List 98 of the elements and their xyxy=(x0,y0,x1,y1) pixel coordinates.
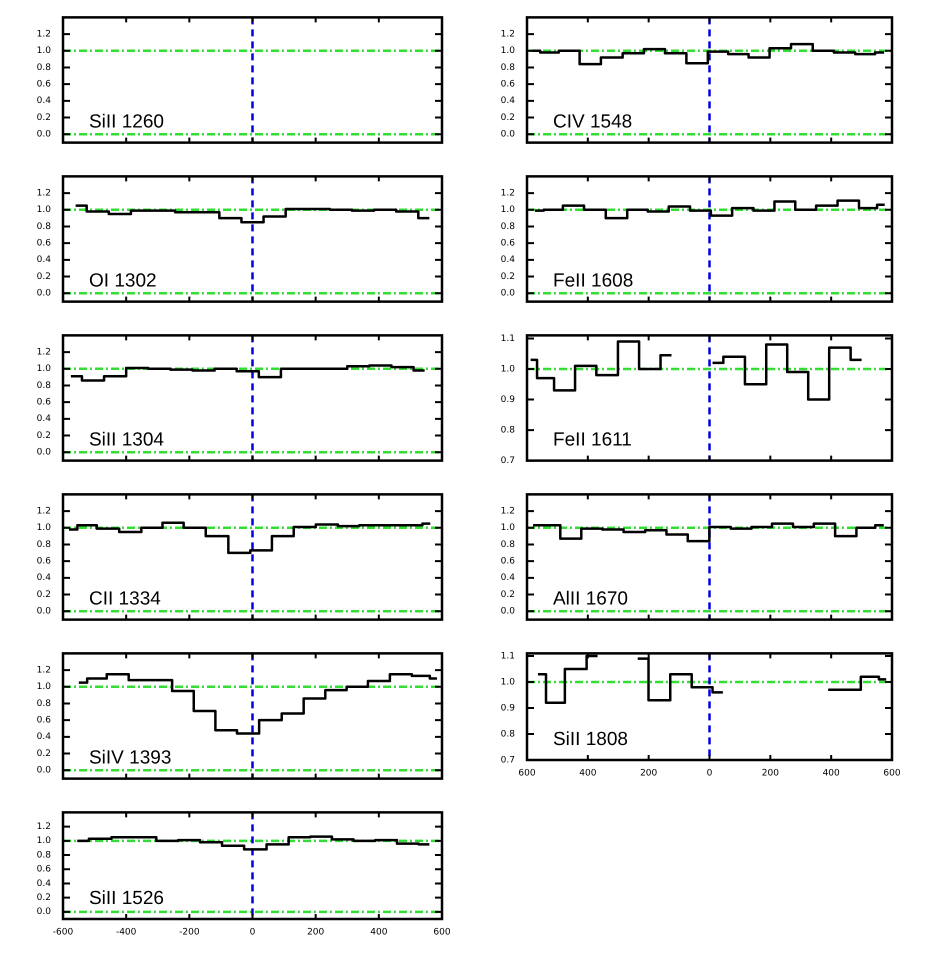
y-tick-label: 0.0 xyxy=(500,130,516,140)
y-tick-label: 0.0 xyxy=(500,288,516,299)
x-tick-label: 200 xyxy=(762,768,780,779)
annotation: SiII 1808 xyxy=(553,729,628,750)
y-tick-label: 0.2 xyxy=(36,430,51,441)
y-tick-label: 0.6 xyxy=(36,238,52,249)
y-tick-label: 0.7 xyxy=(500,456,515,466)
y-tick-label: 0.2 xyxy=(36,112,51,123)
y-tick-label: 0.0 xyxy=(36,766,52,776)
y-tick-label: 0.2 xyxy=(36,893,51,904)
annotation: FeII 1611 xyxy=(553,430,632,451)
y-tick-label: 1.2 xyxy=(36,29,51,40)
x-tick-label: 600 xyxy=(518,768,536,779)
y-tick-label: 0.4 xyxy=(36,255,52,266)
y-tick-label: 0.6 xyxy=(500,556,516,567)
y-tick-label: 0.2 xyxy=(36,272,51,282)
y-tick-label: 0.4 xyxy=(500,255,516,266)
y-tick-label: 0.2 xyxy=(500,590,515,600)
y-tick-label: 1.1 xyxy=(500,334,515,344)
y-tick-label: 0.6 xyxy=(36,398,52,408)
y-tick-label: 1.2 xyxy=(500,506,515,516)
y-tick-label: 1.0 xyxy=(36,364,52,374)
annotation: SiII 1260 xyxy=(89,112,164,133)
y-tick-label: 1.2 xyxy=(36,506,51,516)
annotation: SiIV 1393 xyxy=(89,748,172,769)
y-tick-label: 1.0 xyxy=(36,836,52,846)
annotation: SiII 1526 xyxy=(89,888,164,909)
y-tick-label: 1.0 xyxy=(500,205,516,216)
y-tick-label: 0.8 xyxy=(36,62,52,73)
y-tick-label: 1.2 xyxy=(36,822,51,832)
x-tick-label: 400 xyxy=(370,928,388,938)
y-tick-label: 0.4 xyxy=(500,573,516,584)
y-tick-label: 1.1 xyxy=(500,651,515,662)
y-tick-label: 1.0 xyxy=(36,523,52,534)
y-tick-label: 0.4 xyxy=(36,414,52,424)
y-tick-label: 0.2 xyxy=(36,748,51,759)
y-tick-label: 0.8 xyxy=(500,62,516,73)
y-tick-label: 0.6 xyxy=(36,556,52,567)
annotation: OI 1302 xyxy=(89,270,157,292)
y-tick-label: 1.0 xyxy=(500,523,516,534)
y-tick-label: 0.6 xyxy=(36,80,52,90)
y-tick-label: 0.2 xyxy=(500,112,515,123)
y-tick-label: 0.8 xyxy=(500,425,516,436)
x-tick-label: 400 xyxy=(822,768,840,779)
y-tick-label: 1.0 xyxy=(36,46,52,56)
y-tick-label: 0.0 xyxy=(36,907,52,918)
y-tick-label: 1.2 xyxy=(500,188,515,198)
y-tick-label: 1.2 xyxy=(500,29,515,40)
x-tick-label: 600 xyxy=(433,928,451,938)
annotation: SiII 1304 xyxy=(89,430,164,451)
y-tick-label: 1.0 xyxy=(500,677,516,688)
y-tick-label: 0.9 xyxy=(500,394,516,405)
x-tick-label: 200 xyxy=(307,928,325,938)
y-tick-label: 0.2 xyxy=(36,590,51,600)
y-tick-label: 0.4 xyxy=(500,96,516,106)
x-tick-label: -200 xyxy=(179,928,200,938)
x-tick-label: 600 xyxy=(883,768,901,779)
y-tick-label: 1.2 xyxy=(36,347,51,358)
y-tick-label: 0.8 xyxy=(500,540,516,550)
y-tick-label: 0.4 xyxy=(36,96,52,106)
y-tick-label: 0.6 xyxy=(36,864,52,875)
x-tick-label: 0 xyxy=(250,928,256,938)
y-tick-label: 0.0 xyxy=(36,606,52,617)
y-tick-label: 0.8 xyxy=(36,540,52,550)
y-tick-label: 1.0 xyxy=(500,364,516,374)
annotation: CII 1334 xyxy=(89,588,162,610)
y-tick-label: 0.0 xyxy=(36,448,52,458)
y-tick-label: 0.6 xyxy=(36,716,52,726)
y-tick-label: 0.6 xyxy=(500,80,516,90)
y-tick-label: 0.8 xyxy=(36,380,52,391)
annotation: FeII 1608 xyxy=(553,270,634,292)
y-tick-label: 0.8 xyxy=(36,850,52,860)
y-tick-label: 0.7 xyxy=(500,755,515,766)
y-tick-label: 0.2 xyxy=(500,272,515,282)
y-tick-label: 0.0 xyxy=(500,606,516,617)
y-tick-label: 1.0 xyxy=(36,205,52,216)
y-tick-label: 0.4 xyxy=(36,732,52,742)
y-tick-label: 1.0 xyxy=(36,682,52,692)
y-tick-label: 0.8 xyxy=(36,698,52,709)
x-tick-label: 400 xyxy=(579,768,597,779)
y-tick-label: 0.8 xyxy=(36,222,52,232)
y-tick-label: 0.4 xyxy=(36,878,52,889)
y-tick-label: 1.2 xyxy=(36,188,51,198)
annotation: CIV 1548 xyxy=(553,112,632,133)
y-tick-label: 0.8 xyxy=(500,729,516,740)
x-tick-label: 200 xyxy=(640,768,658,779)
y-tick-label: 0.6 xyxy=(500,238,516,249)
y-tick-label: 0.9 xyxy=(500,703,516,714)
y-tick-label: 0.8 xyxy=(500,222,516,232)
x-tick-label: 0 xyxy=(706,768,713,779)
y-tick-label: 1.0 xyxy=(500,46,516,56)
y-tick-label: 0.0 xyxy=(36,130,52,140)
x-tick-label: -400 xyxy=(116,928,137,938)
y-tick-label: 1.2 xyxy=(36,665,51,676)
y-tick-label: 0.4 xyxy=(36,573,52,584)
y-tick-label: 0.0 xyxy=(36,288,52,299)
annotation: AlII 1670 xyxy=(553,588,628,610)
x-tick-label: -600 xyxy=(52,928,74,938)
